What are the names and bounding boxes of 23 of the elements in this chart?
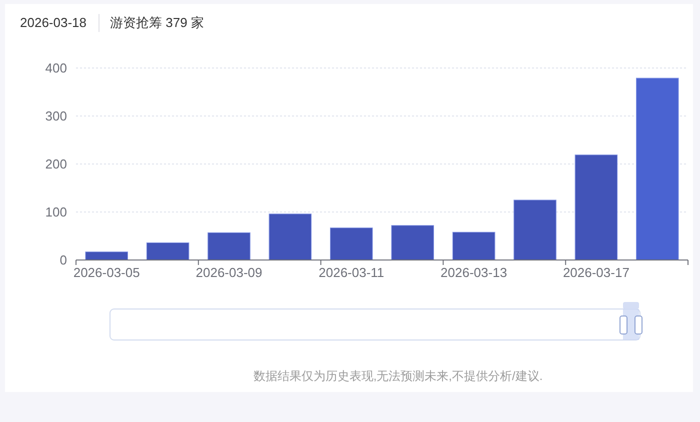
bar (85, 252, 128, 260)
x-tick-label: 2026-03-17 (562, 265, 630, 280)
bar (208, 232, 250, 260)
x-tick-label: 2026-03-09 (196, 265, 262, 280)
bar (146, 242, 190, 260)
y-tick-label: 300 (45, 108, 67, 124)
bar (636, 78, 679, 260)
bar (514, 200, 556, 260)
bar (452, 232, 496, 260)
x-tick-label: 2026-03-05 (73, 265, 140, 280)
text: 游资抢筹 379 家 (110, 15, 204, 30)
y-tick-label: 0 (60, 252, 67, 268)
text: 数据结果仅为历史表现,无法预测未来,不提供分析/建议. (253, 369, 543, 383)
y-tick-label: 400 (45, 60, 67, 76)
y-tick-label: 100 (45, 204, 67, 220)
bar (330, 228, 373, 260)
x-tick-label: 2026-03-13 (440, 265, 508, 280)
bar (268, 214, 312, 260)
x-tick-label: 2026-03-11 (318, 265, 384, 280)
bar (391, 225, 434, 260)
y-tick-label: 200 (45, 156, 67, 172)
bar (574, 154, 618, 260)
text: 2026-03-18 (20, 15, 86, 30)
